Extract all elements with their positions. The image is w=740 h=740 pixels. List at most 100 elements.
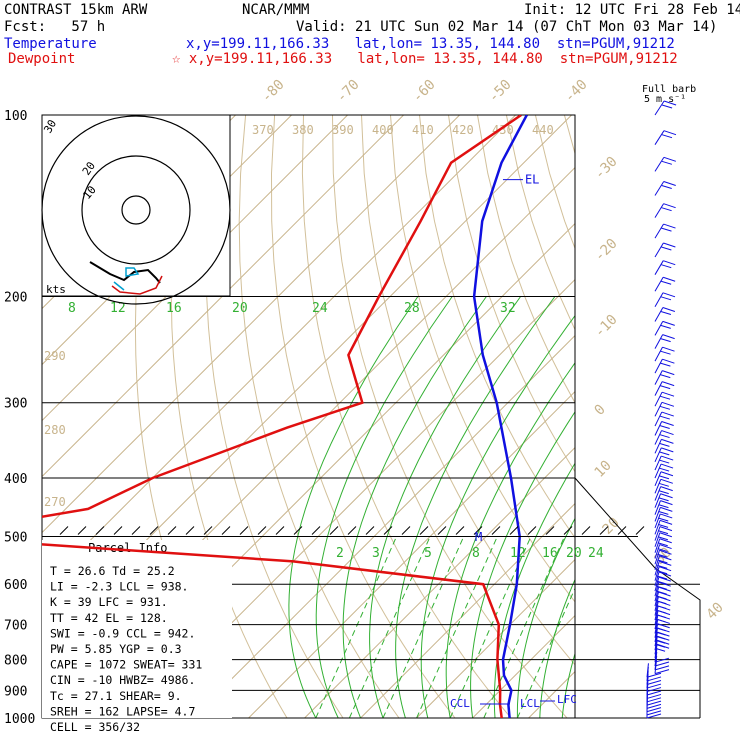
wind-barb [654, 614, 659, 630]
hatch-mark [491, 526, 501, 535]
wind-barb-flag [660, 385, 671, 390]
wind-barb [654, 619, 659, 634]
parcel-info-line: K = 39 LFC = 931. [50, 595, 168, 609]
wind-barb-flag [657, 559, 668, 564]
isotherm-line [42, 115, 460, 534]
wind-barb [654, 587, 660, 602]
wind-barb [654, 260, 664, 275]
isotherm-line [416, 558, 575, 718]
wind-barb-flag [658, 586, 671, 592]
wind-barb-flag [660, 362, 671, 367]
pressure-label: 900 [4, 684, 27, 699]
pressure-label: 400 [4, 472, 27, 487]
hatch-mark [437, 526, 447, 535]
mixing-ratio-line [348, 536, 431, 718]
lcl-label: LCL [520, 697, 540, 710]
temperature-legend-info: x,y=199.11,166.33 lat,lon= 13.35, 144.80… [186, 36, 675, 52]
pressure-label: 600 [4, 578, 27, 593]
wind-barb-flag [646, 676, 662, 682]
forecast-hour: Fcst: 57 h [4, 19, 106, 35]
parcel-info-line: Tc = 27.1 SHEAR= 9. [50, 689, 182, 703]
wind-barb-flag [662, 320, 675, 326]
isotherm-line [248, 390, 575, 718]
wind-barb-flag [659, 442, 670, 447]
isotherm-line [42, 115, 292, 366]
parcel-info-line: SREH = 162 LAPSE= 4.7 [50, 704, 195, 718]
wind-barb-flag [661, 246, 672, 251]
m-label: M [475, 530, 482, 544]
wind-barb-flag [660, 463, 674, 469]
wind-barb [654, 181, 665, 196]
wind-barb [654, 500, 661, 515]
wind-barb-flag [646, 690, 662, 696]
hatch-mark [167, 526, 177, 535]
wind-barb-flag [657, 635, 670, 641]
hatch-mark [473, 526, 483, 535]
wind-barb-flag [646, 710, 662, 716]
theta-label: 440 [532, 123, 554, 137]
isotherm-label: -60 [410, 77, 439, 106]
wind-barb [654, 307, 664, 322]
wind-barb [654, 532, 661, 547]
wind-barb-flag [646, 683, 662, 689]
isotherm-line [472, 614, 575, 718]
wind-barb [654, 582, 660, 597]
pressure-label: 800 [4, 654, 27, 669]
valid-time: Valid: 21 UTC Sun 02 Mar 14 (07 ChT Mon … [296, 19, 718, 35]
hatch-mark [527, 526, 537, 535]
wind-barb [654, 130, 665, 145]
wind-barb [654, 391, 663, 407]
wind-barb [654, 223, 664, 239]
hatch-mark [293, 526, 303, 535]
wind-barb-flag [660, 478, 673, 484]
theta-label: 370 [252, 123, 274, 137]
wind-barb [654, 381, 663, 396]
wind-barb-flag [661, 438, 674, 444]
wind-barb [654, 632, 658, 647]
wind-barb-flag [662, 381, 675, 387]
wind-barb-flag [657, 627, 670, 633]
wind-barb [654, 463, 662, 479]
wind-barb-flag [654, 669, 670, 675]
hatch-mark [581, 526, 591, 535]
wind-barb-flag [659, 538, 672, 544]
wind-barb-flag [657, 530, 669, 535]
hatch-mark [239, 526, 249, 535]
dry-adiabat-line [361, 115, 575, 666]
theta-label: 290 [44, 349, 66, 363]
wind-barb-flag [662, 292, 676, 298]
hatch-mark [365, 526, 375, 535]
wind-barb-flag [660, 280, 672, 285]
wind-barb-flag [657, 614, 671, 620]
wind-barb-flag [661, 264, 672, 269]
wind-barb-flag [658, 482, 669, 487]
wind-barb [654, 242, 664, 258]
parcel-info-line: PW = 5.85 YGP = 0.3 [50, 642, 182, 656]
hatch-mark [113, 526, 123, 535]
wind-barb-flag [657, 548, 668, 553]
wind-barb-flag [663, 100, 677, 106]
dry-adiabat-line [270, 115, 456, 718]
wind-barb [654, 610, 659, 625]
wind-barb [654, 203, 665, 218]
wind-barb-flag [657, 631, 670, 637]
dry-adiabat-line [563, 115, 575, 156]
isotherm-line [42, 115, 404, 478]
mixing-ratio-line [315, 536, 397, 718]
wind-barb-flag [661, 207, 672, 212]
mixing-ratio-label: 3 [372, 546, 380, 561]
dewpoint-legend-label: Dewpoint [8, 51, 76, 67]
isotherm-label: -70 [334, 77, 363, 106]
hatch-mark [185, 526, 195, 535]
dry-adiabat-line [477, 115, 575, 404]
wind-barb-flag [660, 486, 673, 492]
dry-adiabat-line [301, 115, 512, 718]
wind-barb-flag [662, 307, 676, 312]
wind-barb-flag [660, 324, 671, 329]
wind-barb-flag [663, 130, 677, 136]
parcel-info-line: CAPE = 1072 SWEAT= 331 [50, 658, 202, 672]
isotherm-line [42, 115, 348, 422]
pressure-label: 200 [4, 291, 27, 306]
wind-barb-flag [659, 549, 672, 555]
wind-barb-flag [656, 643, 670, 649]
